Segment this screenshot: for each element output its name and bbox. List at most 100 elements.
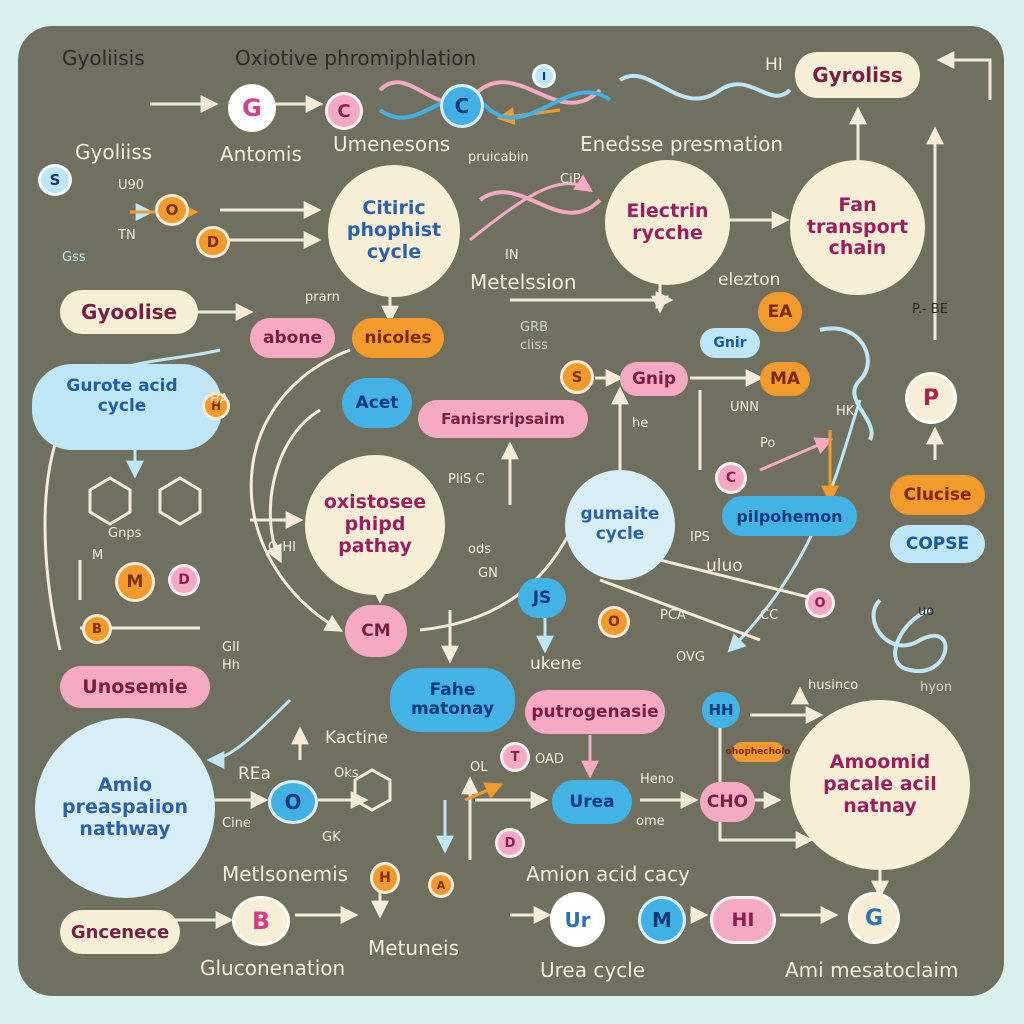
arrow-down-cho [718,720,814,849]
pill-js[interactable]: JS [518,578,566,618]
pill-ma[interactable]: MA [760,362,810,396]
label-pbe: P.- BE [912,302,948,317]
label-umenesons: Umenesons [333,132,451,156]
tag-orange-small: ohophecholo [726,742,790,762]
node-b1[interactable]: B [82,614,112,644]
hub-oxistosee-pathway[interactable]: oxistosee phipd pathay [305,455,445,595]
hub-citric-cycle[interactable]: Citiric phophist cycle [328,165,460,297]
node-m2[interactable]: M [638,896,686,944]
label-ami-mesatoclaim: Ami mesatoclaim [785,958,959,982]
pill-hh[interactable]: HH [702,692,740,728]
label-ohi: O HI [268,540,296,555]
label-antomis: Antomis [220,142,302,166]
node-h1[interactable]: H [370,862,400,894]
node-o3[interactable]: O [598,606,630,638]
pill-cm[interactable]: CM [345,605,407,657]
hub-amoomid-pathway[interactable]: Amoomid pacale acil natnay [790,700,970,870]
node-g2[interactable]: G [848,892,900,944]
node-a1[interactable]: A [428,872,454,898]
label-in: IN [505,248,519,263]
label-cine: Cine [222,816,251,831]
label-hyon: hyon [920,680,953,695]
label-enedsse: Enedsse presmation [580,132,784,156]
pill-nicoles[interactable]: nicoles [352,318,444,358]
pill-urea[interactable]: Urea [552,780,632,824]
label-gnps: Gnps [108,526,142,541]
pill-pilpohemon[interactable]: pilpohemon [722,496,857,536]
label-cip: CiP [560,172,581,187]
pill-abone[interactable]: abone [250,318,335,358]
pill-putrogenasie[interactable]: putrogenasie [525,690,665,734]
node-g-top[interactable]: G [228,84,276,132]
label-cc: CC [760,608,779,623]
pill-copse[interactable]: COPSE [890,525,985,563]
node-c3[interactable]: C [715,462,747,494]
label-uluo: uluo [706,556,743,576]
node-hi2[interactable]: HI [710,896,776,944]
label-gk: GK [322,830,341,845]
hub-amio-pathway[interactable]: Amio preaspaiion nathway [35,718,215,898]
label-metuneis: Metuneis [368,936,460,960]
cloud-gurote-acid-cycle[interactable]: Gurote acid cycle [32,364,222,450]
pill-gyroliss[interactable]: Gyroliss [795,52,920,98]
node-t1[interactable]: T [500,742,530,772]
pill-fanisrsripsaim[interactable]: Fanisrsripsaim [418,400,588,438]
pill-acet[interactable]: Acet [342,378,412,428]
node-d2[interactable]: D [168,564,200,596]
node-i1[interactable]: I [532,64,556,88]
label-prarn: prarn [305,290,340,305]
label-u90: U90 [118,178,145,193]
node-d1[interactable]: D [196,226,230,258]
node-s2[interactable]: S [560,360,594,394]
node-c2[interactable]: C [440,84,484,128]
pink-arrow-3 [469,174,593,242]
label-hh: Hh [222,658,241,673]
node-b2[interactable]: B [232,896,290,946]
node-c1[interactable]: C [325,92,363,130]
label-plis: PliS C [448,472,485,487]
arrow-loop-inner [265,408,321,564]
label-gii: GII [222,640,240,655]
label-tn: TN [118,228,136,243]
pill-gncenece[interactable]: Gncenece [60,910,180,954]
label-unn: UNN [730,400,759,415]
node-ur[interactable]: Ur [550,892,605,947]
hub-fan-transport-chain[interactable]: Fan transport chain [790,160,925,295]
label-hi: HI [765,55,783,75]
pill-gnip[interactable]: Gnip [620,362,688,396]
hub-electrin-cycle[interactable]: Electrin rycche [605,160,730,285]
pill-gyoolise[interactable]: Gyoolise [60,290,198,334]
label-metlsonemis: Metlsonemis [222,862,349,886]
pill-clucise[interactable]: Clucise [890,475,985,515]
pill-ea[interactable]: EA [758,292,802,332]
label-elezton: elezton [718,270,781,290]
label-oad: OAD [535,752,564,767]
label-he: he [632,416,649,431]
node-o4[interactable]: O [805,588,835,618]
node-o2[interactable]: O [268,780,318,824]
node-m1[interactable]: M [115,562,155,602]
label-ips: IPS [690,530,710,545]
label-gss: Gss [62,250,86,265]
label-po: Po [760,436,776,451]
arrow-loop-left [249,348,351,632]
node-o1[interactable]: O [155,194,189,226]
pill-unosemie[interactable]: Unosemie [60,666,210,708]
molecule-strands [378,73,948,674]
node-h2[interactable]: H [202,392,230,420]
pill-cho[interactable]: CHO [700,782,755,822]
label-amion-acid-cacy: Amion acid cacy [526,862,690,886]
label-gyoliisis: Gyoliisis [62,46,145,70]
node-d3[interactable]: D [495,828,525,858]
label-grb: GRB [520,320,549,335]
node-s1[interactable]: S [38,164,72,196]
hub-gumaite-cycle[interactable]: gumaite cycle [565,470,675,580]
label-gyoliiss: Gyoliiss [75,140,153,164]
arrow-unosemie [43,426,64,651]
pill-gnir[interactable]: Gnir [700,328,760,358]
label-ods: ods [468,542,491,557]
node-p[interactable]: P [905,372,957,424]
label-oks: Oks [334,766,359,781]
pill-fahe-matonay[interactable]: Fahe matonay [390,668,515,732]
hexagon-rings [88,476,392,812]
